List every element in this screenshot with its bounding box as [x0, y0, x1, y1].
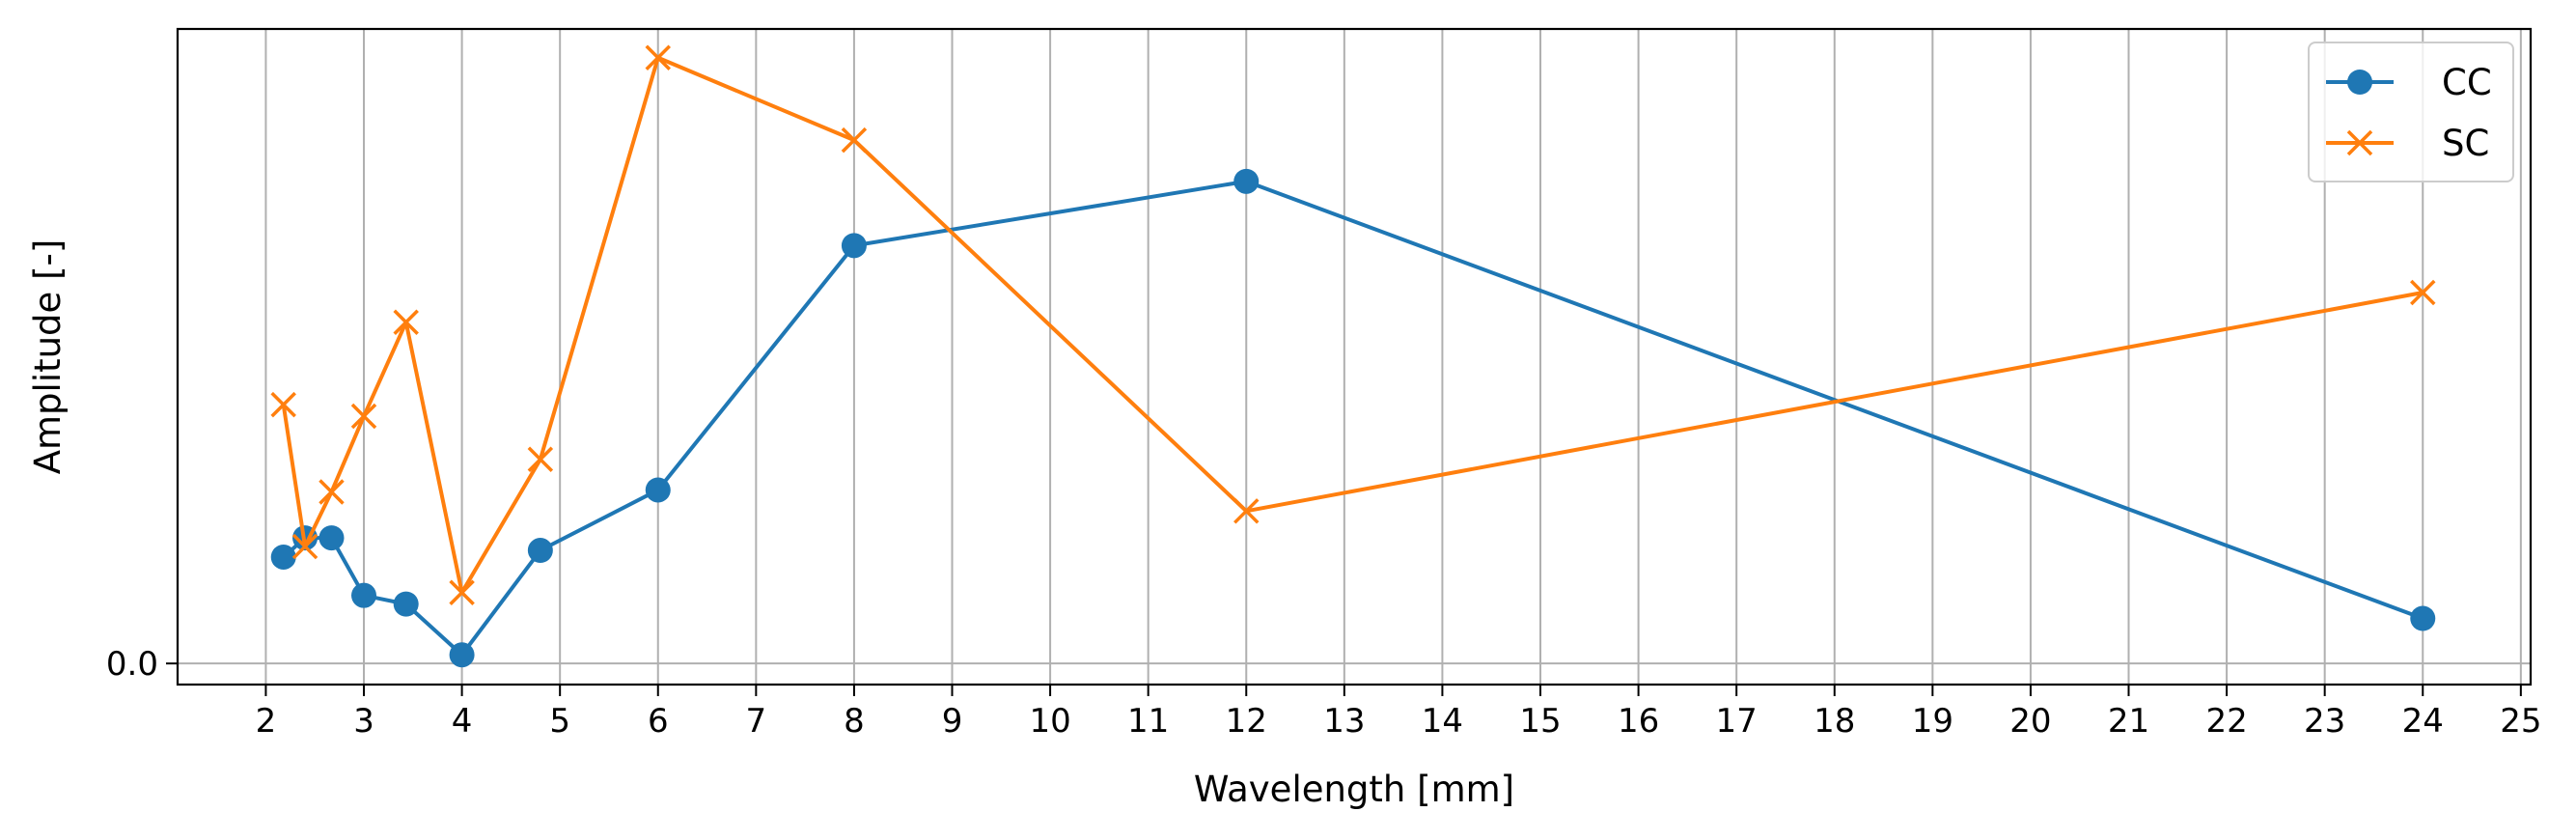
x-marker-stroke — [2410, 279, 2436, 306]
x-marker-stroke — [393, 309, 419, 336]
x-tick-label: 11 — [1127, 702, 1169, 741]
x-marker-stroke — [527, 446, 554, 472]
x-tick-label: 12 — [1226, 702, 1267, 741]
x-tick-label: 24 — [2402, 702, 2444, 741]
x-tick-label: 13 — [1323, 702, 1365, 741]
data-point-cc — [527, 538, 553, 564]
x-marker-stroke — [1233, 498, 1260, 524]
data-point-sc — [645, 44, 671, 71]
data-point-cc — [270, 544, 296, 570]
data-point-cc — [841, 233, 867, 259]
data-point-sc — [291, 533, 319, 560]
legend-marker-cc — [2347, 70, 2372, 95]
data-point-cc — [645, 477, 671, 503]
data-point-sc — [841, 126, 868, 154]
x-marker-stroke — [645, 44, 671, 71]
x-marker-stroke — [449, 579, 475, 605]
x-marker-stroke — [841, 126, 868, 154]
data-point-cc — [351, 582, 377, 608]
x-tick-label: 18 — [1814, 702, 1855, 741]
x-marker-stroke — [350, 403, 377, 430]
x-tick-label: 25 — [2500, 702, 2541, 741]
x-tick-label: 5 — [549, 702, 570, 741]
x-tick-label: 7 — [746, 702, 767, 741]
x-tick-label: 15 — [1519, 702, 1561, 741]
x-axis-label: Wavelength [mm] — [1194, 769, 1514, 810]
data-point-sc — [527, 446, 554, 472]
x-tick-label: 21 — [2108, 702, 2149, 741]
data-point-sc — [2410, 279, 2436, 306]
y-axis-label: Amplitude [-] — [27, 239, 69, 475]
x-tick-label: 3 — [353, 702, 374, 741]
x-marker-stroke — [2346, 129, 2373, 156]
x-tick-label: 22 — [2205, 702, 2247, 741]
x-tick-label: 10 — [1029, 702, 1070, 741]
data-point-sc — [449, 579, 475, 605]
x-tick-label: 4 — [452, 702, 473, 741]
data-point-sc — [270, 391, 296, 418]
tick-layer: 2 3 4 5 6 7 8 9 10 11 12 13 14 15 16 17 18 19 20 21 22 23 24 25… — [106, 645, 2542, 741]
legend-label-sc: SC — [2442, 123, 2489, 164]
legend-label-cc: CC — [2442, 62, 2492, 103]
series-layer — [270, 44, 2436, 668]
legend-marker-sc — [2346, 129, 2373, 156]
x-tick-label: 8 — [844, 702, 865, 741]
x-tick-label: 14 — [1422, 702, 1463, 741]
x-marker-stroke — [291, 533, 319, 560]
data-point-cc — [449, 642, 475, 668]
data-point-cc — [393, 591, 419, 617]
x-tick-label: 16 — [1618, 702, 1659, 741]
data-point-cc — [2410, 605, 2436, 631]
legend: CC SC — [2308, 42, 2514, 182]
data-point-cc — [319, 525, 345, 551]
data-point-sc — [393, 309, 419, 336]
x-tick-label: 9 — [942, 702, 963, 741]
data-point-cc — [1233, 168, 1260, 194]
x-marker-stroke — [319, 479, 345, 505]
x-tick-label: 19 — [1912, 702, 1953, 741]
x-tick-label: 2 — [256, 702, 277, 741]
x-tick-label: 23 — [2304, 702, 2345, 741]
plot-frame — [176, 27, 2533, 686]
grid-layer — [178, 29, 2531, 685]
y-tick-label: 0.0 — [106, 645, 158, 684]
x-tick-label: 17 — [1716, 702, 1758, 741]
data-point-sc — [319, 479, 345, 505]
x-marker-stroke — [270, 391, 296, 418]
data-point-sc — [1233, 498, 1260, 524]
x-tick-label: 6 — [648, 702, 669, 741]
x-tick-label: 20 — [2009, 702, 2051, 741]
data-point-sc — [350, 403, 377, 430]
